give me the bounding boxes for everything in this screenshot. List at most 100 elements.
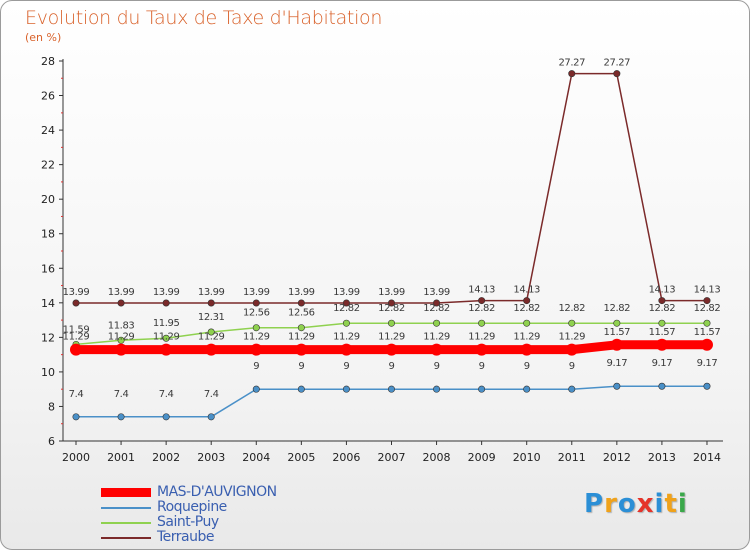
data-label-mas-d-auvignon: 11.29 <box>63 332 90 343</box>
data-point-roquepine <box>703 382 711 390</box>
data-label-roquepine: 9 <box>343 361 349 372</box>
data-label-terraube: 14.13 <box>468 285 495 296</box>
data-point-roquepine <box>387 385 395 393</box>
data-label-mas-d-auvignon: 11.57 <box>649 327 676 338</box>
data-label-roquepine: 9.17 <box>697 358 718 369</box>
data-label-terraube: 14.13 <box>513 285 540 296</box>
data-label-mas-d-auvignon: 11.29 <box>423 332 450 343</box>
legend-label: Terraube <box>157 529 215 545</box>
data-label-saint-puy: 12.31 <box>198 312 225 323</box>
x-tick-label: 2005 <box>287 451 315 464</box>
data-point-mas-d-auvignon <box>610 338 623 351</box>
data-point-roquepine <box>117 413 125 421</box>
x-tick-label: 2008 <box>423 451 451 464</box>
data-point-terraube <box>207 299 215 307</box>
y-tick-label: 10 <box>41 366 55 379</box>
data-point-saint-puy <box>613 319 621 327</box>
data-label-terraube: 27.27 <box>604 58 631 69</box>
x-tick-label: 2004 <box>242 451 270 464</box>
y-tick-label: 20 <box>41 193 55 206</box>
data-label-saint-puy: 12.82 <box>513 303 540 314</box>
data-label-terraube: 13.99 <box>108 287 135 298</box>
data-label-mas-d-auvignon: 11.57 <box>604 327 631 338</box>
data-label-saint-puy: 12.82 <box>649 303 676 314</box>
data-point-roquepine <box>568 385 576 393</box>
y-tick-label: 22 <box>41 159 55 172</box>
data-point-mas-d-auvignon <box>385 343 398 356</box>
logo-letter: x <box>636 489 655 519</box>
data-label-saint-puy: 12.82 <box>423 303 450 314</box>
legend-label: MAS-D'AUVIGNON <box>157 484 277 500</box>
data-label-saint-puy: 12.82 <box>333 303 360 314</box>
data-point-roquepine <box>523 385 531 393</box>
x-tick-label: 2006 <box>332 451 360 464</box>
data-point-roquepine <box>613 382 621 390</box>
x-tick-label: 2014 <box>693 451 721 464</box>
data-label-mas-d-auvignon: 11.29 <box>333 332 360 343</box>
data-label-roquepine: 9 <box>569 361 575 372</box>
data-point-roquepine <box>297 385 305 393</box>
data-point-terraube <box>613 70 621 78</box>
data-point-terraube <box>117 299 125 307</box>
data-label-roquepine: 9 <box>434 361 440 372</box>
data-point-mas-d-auvignon <box>340 343 353 356</box>
data-point-saint-puy <box>387 319 395 327</box>
x-tick-label: 2009 <box>468 451 496 464</box>
data-label-roquepine: 9 <box>524 361 530 372</box>
data-label-mas-d-auvignon: 11.29 <box>513 332 540 343</box>
data-label-saint-puy: 12.82 <box>468 303 495 314</box>
y-tick-label: 26 <box>41 90 55 103</box>
legend-item: Terraube <box>101 529 341 545</box>
data-point-roquepine <box>433 385 441 393</box>
logo-letter: i <box>654 489 665 519</box>
data-label-roquepine: 9 <box>389 361 395 372</box>
data-point-mas-d-auvignon <box>475 343 488 356</box>
data-point-terraube <box>252 299 260 307</box>
data-point-roquepine <box>478 385 486 393</box>
data-point-terraube <box>342 299 350 307</box>
data-label-saint-puy: 12.82 <box>604 303 631 314</box>
y-tick-label: 6 <box>48 435 55 448</box>
data-point-mas-d-auvignon <box>565 343 578 356</box>
data-label-roquepine: 9.17 <box>607 358 628 369</box>
data-point-terraube <box>523 297 531 305</box>
x-tick-label: 2011 <box>558 451 586 464</box>
y-tick-label: 24 <box>41 124 55 137</box>
legend-swatch <box>101 488 151 497</box>
data-point-saint-puy <box>658 319 666 327</box>
data-point-saint-puy <box>478 319 486 327</box>
data-label-roquepine: 7.4 <box>204 389 219 400</box>
y-unit-label: (en %) <box>25 31 62 44</box>
data-point-saint-puy <box>433 319 441 327</box>
data-label-mas-d-auvignon: 11.57 <box>694 327 721 338</box>
data-label-terraube: 14.13 <box>694 285 721 296</box>
data-label-saint-puy: 12.56 <box>288 308 315 319</box>
data-point-roquepine <box>342 385 350 393</box>
data-point-terraube <box>433 299 441 307</box>
data-label-saint-puy: 11.95 <box>153 318 180 329</box>
data-label-terraube: 13.99 <box>288 287 315 298</box>
data-point-mas-d-auvignon <box>205 343 218 356</box>
legend-label: Roquepine <box>157 499 227 515</box>
data-label-mas-d-auvignon: 11.29 <box>108 332 135 343</box>
data-label-roquepine: 7.4 <box>159 389 174 400</box>
data-label-mas-d-auvignon: 11.29 <box>288 332 315 343</box>
legend-item: Roquepine <box>101 499 341 515</box>
data-point-saint-puy <box>207 328 215 336</box>
data-label-terraube: 13.99 <box>423 287 450 298</box>
data-point-saint-puy <box>252 324 260 332</box>
data-label-roquepine: 9 <box>253 361 259 372</box>
x-tick-label: 2010 <box>513 451 541 464</box>
data-label-saint-puy: 12.82 <box>558 303 585 314</box>
data-point-terraube <box>703 297 711 305</box>
data-label-terraube: 13.99 <box>378 287 405 298</box>
data-point-saint-puy <box>703 319 711 327</box>
data-point-roquepine <box>162 413 170 421</box>
x-tick-label: 2000 <box>62 451 90 464</box>
data-point-mas-d-auvignon <box>250 343 263 356</box>
data-point-mas-d-auvignon <box>655 338 668 351</box>
proxiti-logo: Proxiti <box>584 489 688 519</box>
data-point-roquepine <box>72 413 80 421</box>
legend-swatch <box>101 506 151 509</box>
